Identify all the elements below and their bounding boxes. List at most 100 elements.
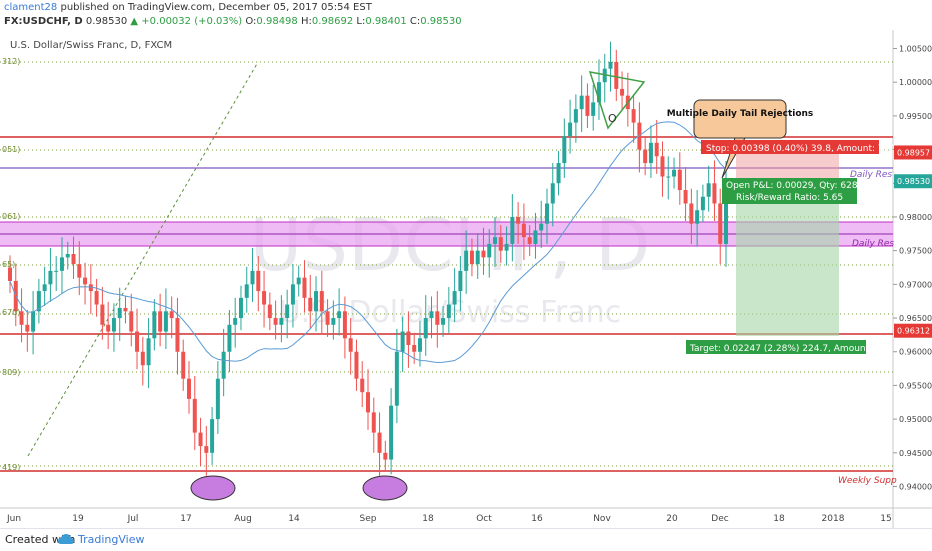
candle-body [498,237,503,251]
triangle-pattern [588,71,646,130]
bottom-marker-2 [362,475,408,501]
candle-body [71,254,76,265]
candle-body [175,318,180,352]
y-tick-label: 0.99500 [899,112,932,121]
candle-body [423,318,428,339]
candle-body [620,88,625,96]
callout-box [693,99,787,139]
x-tick-label: 20 [666,514,678,524]
candle-body [319,291,324,312]
open-value: 0.98498 [256,16,298,27]
candle-body [25,324,30,332]
pl-text-2: Risk/Reward Ratio: 5.65 [736,193,843,203]
close-value: 0.98530 [420,16,462,27]
price-tag-label: 0.96312 [897,327,930,336]
x-tick-label: Jul [127,514,139,524]
candle-body [302,277,307,298]
candle-body [54,270,59,272]
author-link[interactable]: clament28 [4,2,58,13]
pattern-letter: O [608,112,617,125]
candle-body [360,378,365,393]
left-level-label: 419) [2,463,20,472]
pl-text-1: Open P&L: 0.00029, Qty: 62814 [726,181,869,191]
target-zone [736,188,839,336]
publish-line: clament28 published on TradingView.com, … [4,2,372,13]
tradingview-link[interactable]: TradingView [78,533,145,546]
y-tick-label: 1.00000 [899,78,932,87]
candle-body [377,432,382,453]
candle-body [192,398,197,433]
candle-body [331,318,336,325]
candle-body [59,257,64,271]
candle-body [718,203,723,244]
candle-body [337,311,342,319]
daily-res-label-1: Daily Res [850,170,892,180]
candle-body [527,237,532,244]
candle-body [516,216,521,224]
trend-line-dashed [27,61,259,457]
candle-body [660,156,665,177]
candle-body [579,95,584,110]
candle-body [140,351,145,366]
target-box [686,340,866,354]
candle-body [181,351,186,379]
candle-body [394,351,399,406]
candle-body [83,277,88,285]
target-text: Target: 0.02247 (2.28%) 224.7, Amount: 2… [689,344,912,354]
candle-body [77,264,82,278]
candle-body [591,102,596,116]
x-tick-label: Oct [476,514,492,524]
candle-body [412,345,417,352]
candle-body [608,61,613,69]
y-tick-label: 0.95500 [899,381,932,390]
candle-body [106,324,111,332]
candle-body [654,142,659,157]
y-tick-label: 0.97500 [899,247,932,256]
candle-body [417,338,422,352]
publish-info: published on TradingView.com, December 0… [60,2,372,13]
price-chart[interactable]: USDCHF, D U.S. Dollar/Swiss Franc O Mult… [0,30,932,528]
candle-body [48,270,53,285]
y-tick-label: 0.96500 [899,314,932,323]
candle-body [637,122,642,150]
y-tick-label: 1.00500 [899,44,932,53]
candle-body [481,250,486,258]
candle-body [550,183,555,204]
candle-body [487,243,492,258]
candle-body [631,109,636,123]
candles-layer [8,41,728,476]
weekly-supp-label: Weekly Supp [838,476,897,486]
x-tick-label: Aug [234,514,252,524]
bottom-marker-1 [190,475,236,501]
price-tag [894,174,932,189]
tradingview-cloud-icon [58,534,74,544]
candle-body [296,277,301,285]
x-tick-label: Sep [360,514,377,524]
candle-body [111,318,116,332]
candle-body [215,378,220,420]
candle-body [88,284,93,292]
candle-body [706,183,711,197]
candle-body [371,412,376,433]
x-tick-label: 18 [773,514,785,524]
candle-body [244,284,249,298]
x-tick-label: 19 [72,514,84,524]
high-value: 0.98692 [311,16,354,27]
y-tick-label: 0.94000 [899,483,932,492]
x-tick-label: 15 [880,514,891,524]
candle-body [221,351,226,379]
price-tag [894,323,932,338]
candle-body [325,311,330,325]
x-tick-label: Dec [711,514,728,524]
candle-body [724,181,728,244]
candle-body [585,95,590,116]
candle-body [573,109,578,123]
candle-body [596,82,601,103]
candle-body [273,318,278,325]
candle-body [210,419,215,453]
candle-body [452,291,457,305]
candle-body [689,203,694,224]
candle-body [643,149,648,164]
candle-body [464,250,469,271]
x-axis: Jun 19 Jul 17 Aug 14 Sep 18 Oct 16 Nov 20 Dec 18 2018 1… [6,514,892,524]
